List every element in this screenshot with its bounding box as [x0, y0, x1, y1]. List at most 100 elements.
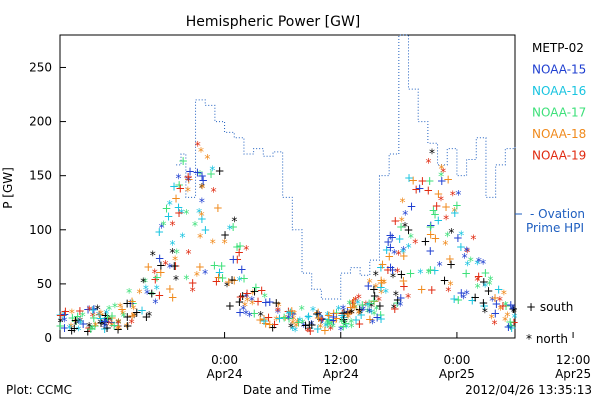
north-point: *: [426, 156, 432, 170]
y-tick-label: 0: [44, 331, 52, 345]
north-point: *: [308, 318, 314, 332]
north-point: *: [348, 321, 354, 335]
south-point: +: [399, 249, 409, 263]
south-point: +: [439, 274, 449, 288]
north-point: *: [249, 294, 255, 308]
north-point: *: [231, 214, 237, 228]
south-point: +: [338, 319, 348, 333]
south-point: +: [339, 310, 349, 324]
south-point: +: [100, 308, 110, 322]
north-point: *: [355, 297, 361, 311]
north-point: *: [501, 288, 507, 302]
south-point: +: [503, 320, 513, 334]
y-tick-label: 150: [29, 169, 52, 183]
legend-entry: NOAA-16: [532, 84, 586, 98]
north-point: *: [170, 218, 176, 232]
north-point: *: [374, 303, 380, 317]
north-point: *: [487, 278, 493, 292]
south-point: +: [376, 308, 386, 322]
north-point: *: [336, 303, 342, 317]
south-point: +: [184, 173, 194, 187]
north-point: *: [258, 309, 264, 323]
north-point: *: [445, 285, 451, 299]
south-point: +: [382, 243, 392, 257]
north-point: *: [329, 317, 335, 331]
south-point: +: [363, 279, 373, 293]
north-point: *: [197, 168, 203, 182]
north-point: *: [349, 307, 355, 321]
ovation-prime-hpi-line: [176, 34, 516, 300]
south-point: +: [89, 311, 99, 325]
north-point: *: [390, 270, 396, 284]
south-point: +: [346, 301, 356, 315]
north-point: *: [323, 320, 329, 334]
south-point: +: [67, 323, 77, 337]
south-point: +: [356, 308, 366, 322]
south-point: +: [73, 310, 83, 324]
south-point: +: [60, 321, 70, 335]
legend-entry: METP-02: [532, 41, 584, 55]
north-point: *: [346, 298, 352, 312]
north-point: *: [482, 280, 488, 294]
south-point: +: [55, 319, 65, 333]
north-point: *: [103, 316, 109, 330]
south-point: +: [430, 232, 440, 246]
south-point: +: [437, 174, 447, 188]
north-point: *: [244, 290, 250, 304]
north-point: *: [106, 317, 112, 331]
south-point: +: [122, 310, 132, 324]
north-point: *: [373, 281, 379, 295]
plot-credit: Plot: CCMC: [6, 383, 72, 397]
south-point: +: [235, 305, 245, 319]
north-point: *: [210, 236, 216, 250]
south-point: +: [217, 259, 227, 273]
north-point: *: [262, 291, 268, 305]
north-point: *: [511, 311, 517, 325]
x-tick-date: Apr25: [439, 367, 475, 381]
south-point: +: [174, 201, 184, 215]
north-point: *: [460, 292, 466, 306]
north-point: *: [438, 169, 444, 183]
north-point: *: [440, 165, 446, 179]
north-point: *: [73, 317, 79, 331]
north-point: *: [224, 279, 230, 293]
north-point: *: [76, 316, 82, 330]
north-point: *: [180, 230, 186, 244]
north-point: *: [98, 307, 104, 321]
north-point: *: [451, 205, 457, 219]
south-point: +: [365, 313, 375, 327]
south-point: +: [342, 305, 352, 319]
north-point: *: [131, 310, 137, 324]
south-point: +: [162, 202, 172, 216]
south-point: +: [171, 191, 181, 205]
south-point: +: [113, 323, 123, 337]
south-point: +: [171, 259, 181, 273]
y-tick-label: 100: [29, 223, 52, 237]
north-point: *: [406, 241, 412, 255]
south-point: +: [165, 282, 175, 296]
north-point: *: [348, 316, 354, 330]
south-point: +: [370, 289, 380, 303]
north-point: *: [66, 322, 72, 336]
north-point: *: [96, 309, 102, 323]
north-point: *: [57, 315, 63, 329]
south-point: +: [425, 174, 435, 188]
south-point: +: [228, 220, 238, 234]
south-point: +: [228, 253, 238, 267]
south-point: +: [259, 312, 269, 326]
south-point: +: [83, 324, 93, 338]
south-point: +: [261, 296, 271, 310]
north-point: *: [198, 145, 204, 159]
south-point: +: [59, 308, 69, 322]
south-point: +: [232, 240, 242, 254]
north-point: *: [497, 294, 503, 308]
north-point: *: [199, 209, 205, 223]
north-point: *: [61, 315, 67, 329]
south-point: +: [109, 318, 119, 332]
north-point: *: [394, 265, 400, 279]
x-tick-time: 0:00: [211, 353, 238, 367]
north-point: *: [464, 246, 470, 260]
south-point: +: [426, 218, 436, 232]
south-point: +: [484, 284, 494, 298]
south-point: +: [198, 173, 208, 187]
